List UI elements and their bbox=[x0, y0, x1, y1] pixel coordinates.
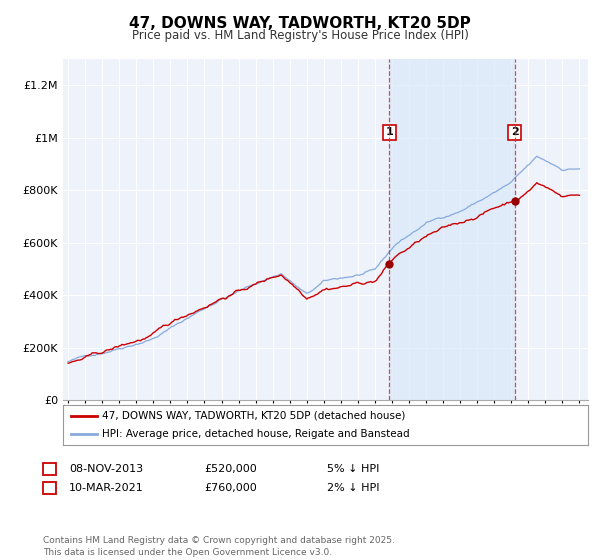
Text: £520,000: £520,000 bbox=[204, 464, 257, 474]
Text: 2: 2 bbox=[511, 127, 518, 137]
Bar bbox=[389, 59, 515, 400]
Text: Price paid vs. HM Land Registry's House Price Index (HPI): Price paid vs. HM Land Registry's House … bbox=[131, 29, 469, 42]
Text: 47, DOWNS WAY, TADWORTH, KT20 5DP: 47, DOWNS WAY, TADWORTH, KT20 5DP bbox=[129, 16, 471, 31]
Text: £760,000: £760,000 bbox=[204, 483, 257, 493]
Text: 5% ↓ HPI: 5% ↓ HPI bbox=[327, 464, 379, 474]
Text: 2% ↓ HPI: 2% ↓ HPI bbox=[327, 483, 380, 493]
Text: 10-MAR-2021: 10-MAR-2021 bbox=[69, 483, 144, 493]
Text: HPI: Average price, detached house, Reigate and Banstead: HPI: Average price, detached house, Reig… bbox=[103, 430, 410, 439]
Text: 1: 1 bbox=[386, 127, 393, 137]
Text: 1: 1 bbox=[46, 464, 53, 474]
Text: 47, DOWNS WAY, TADWORTH, KT20 5DP (detached house): 47, DOWNS WAY, TADWORTH, KT20 5DP (detac… bbox=[103, 411, 406, 421]
Text: Contains HM Land Registry data © Crown copyright and database right 2025.
This d: Contains HM Land Registry data © Crown c… bbox=[43, 536, 395, 557]
Text: 2: 2 bbox=[46, 483, 53, 493]
Text: 08-NOV-2013: 08-NOV-2013 bbox=[69, 464, 143, 474]
